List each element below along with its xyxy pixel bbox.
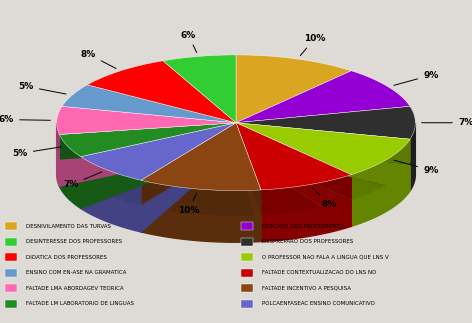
- Polygon shape: [410, 149, 415, 191]
- Text: POLCAENFASEAC ENSINO COMUNICATIVO: POLCAENFASEAC ENSINO COMUNICATIVO: [262, 301, 375, 306]
- Text: 5%: 5%: [18, 82, 66, 94]
- Polygon shape: [236, 123, 351, 190]
- Polygon shape: [236, 149, 261, 242]
- Polygon shape: [59, 149, 236, 186]
- Polygon shape: [141, 123, 261, 191]
- Polygon shape: [141, 149, 236, 232]
- Text: 10%: 10%: [300, 34, 325, 56]
- Polygon shape: [81, 149, 236, 208]
- Polygon shape: [236, 71, 410, 123]
- Polygon shape: [57, 123, 59, 160]
- Text: 9%: 9%: [394, 71, 438, 85]
- Text: DESPREPARO DOS PROFESSORES: DESPREPARO DOS PROFESSORES: [262, 239, 353, 244]
- Polygon shape: [81, 149, 236, 208]
- Polygon shape: [236, 55, 351, 123]
- Text: 6%: 6%: [181, 31, 197, 53]
- Polygon shape: [141, 180, 261, 216]
- Text: FALTADE LM LABORATORIO DE LINGUAS: FALTADE LM LABORATORIO DE LINGUAS: [26, 301, 134, 306]
- Text: FALTADE INCENTIVO A PESQUISA: FALTADE INCENTIVO A PESQUISA: [262, 286, 351, 291]
- Polygon shape: [57, 106, 236, 134]
- Polygon shape: [59, 160, 81, 208]
- Polygon shape: [141, 149, 236, 232]
- Text: 8%: 8%: [312, 188, 337, 209]
- Text: DESNIVILAMENTO DAS TURVAS: DESNIVILAMENTO DAS TURVAS: [26, 224, 111, 229]
- Polygon shape: [59, 123, 236, 157]
- Polygon shape: [141, 206, 261, 242]
- Polygon shape: [59, 149, 236, 186]
- Text: 6%: 6%: [0, 115, 51, 124]
- Polygon shape: [236, 149, 261, 242]
- Polygon shape: [81, 157, 141, 206]
- Polygon shape: [236, 106, 415, 139]
- Polygon shape: [236, 123, 410, 175]
- Polygon shape: [236, 149, 351, 226]
- Text: FALTADE LMA ABORDAGEV TEORICA: FALTADE LMA ABORDAGEV TEORICA: [26, 286, 124, 291]
- Text: DESCASO DOS PROFESSORES: DESCASO DOS PROFESSORES: [262, 224, 344, 229]
- Polygon shape: [62, 85, 236, 123]
- Polygon shape: [236, 149, 410, 191]
- Polygon shape: [236, 149, 351, 226]
- Text: 8%: 8%: [81, 50, 116, 68]
- Polygon shape: [351, 139, 410, 201]
- Text: O PROFESSOR NAO FALA A LINGUA QUE LNS V: O PROFESSOR NAO FALA A LINGUA QUE LNS V: [262, 255, 389, 260]
- Text: FALTADE CONTEXTUALIZACAO DO LNS NO: FALTADE CONTEXTUALIZACAO DO LNS NO: [262, 270, 376, 275]
- Text: DESINTERESSE DOS PROFESSORES: DESINTERESSE DOS PROFESSORES: [26, 239, 122, 244]
- Polygon shape: [59, 134, 81, 182]
- Polygon shape: [261, 175, 351, 216]
- Text: 7%: 7%: [421, 118, 472, 127]
- Polygon shape: [236, 149, 410, 191]
- Polygon shape: [410, 123, 415, 165]
- Text: ENSINO COM EN-ASE NA GRAMATICA: ENSINO COM EN-ASE NA GRAMATICA: [26, 270, 126, 275]
- Polygon shape: [351, 165, 410, 226]
- Polygon shape: [57, 149, 59, 186]
- Polygon shape: [87, 61, 236, 123]
- Text: 7%: 7%: [63, 172, 102, 189]
- Polygon shape: [81, 123, 236, 180]
- Text: 10%: 10%: [177, 193, 199, 215]
- Text: 9%: 9%: [394, 160, 438, 175]
- Polygon shape: [163, 55, 236, 123]
- Text: 5%: 5%: [13, 147, 61, 158]
- Polygon shape: [261, 201, 351, 242]
- Polygon shape: [81, 182, 141, 232]
- Text: DIDATICA DOS PROFESSORES: DIDATICA DOS PROFESSORES: [26, 255, 107, 260]
